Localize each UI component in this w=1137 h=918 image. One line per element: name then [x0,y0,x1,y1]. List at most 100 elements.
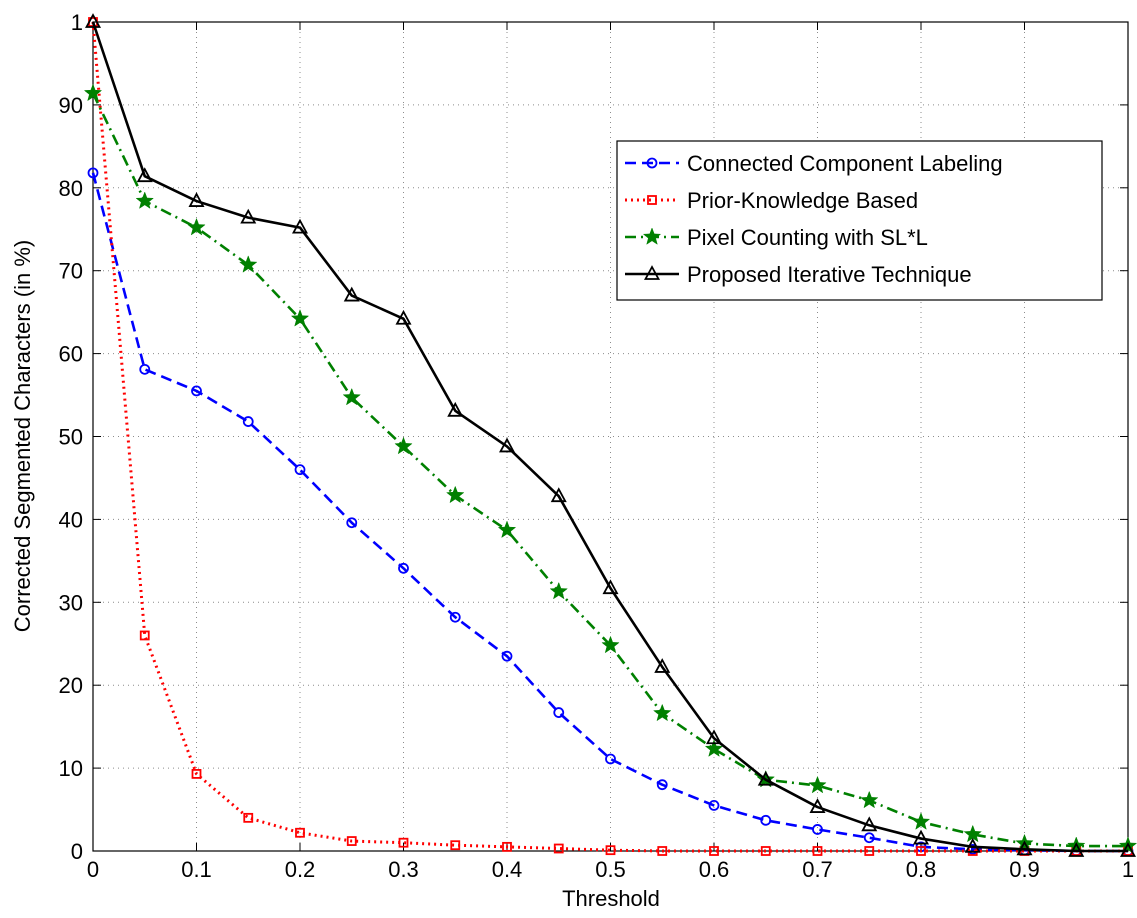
data-point-star [290,309,310,327]
data-point-circle [760,814,772,826]
y-tick-label: 20 [59,673,83,698]
data-point-star [446,485,465,504]
data-point-star [497,520,517,539]
data-point-star [808,775,827,794]
legend-label: Prior-Knowledge Based [687,188,918,213]
data-point-star [394,436,413,455]
y-tick-label: 80 [59,176,83,201]
data-point-square [191,769,202,779]
legend-label: Connected Component Labeling [687,151,1003,176]
data-point-circle [87,167,99,179]
x-tick-label: 0.7 [802,857,833,882]
data-point-star [860,790,879,809]
data-point-square [553,843,564,854]
data-point-square [295,827,305,838]
x-tick-label: 0.3 [388,857,419,882]
data-point-star [911,812,931,830]
legend-label: Proposed Iterative Technique [687,262,972,287]
y-tick-label: 30 [59,590,83,615]
data-point-square [502,841,512,852]
data-point-star [704,739,724,757]
legend-item: Prior-Knowledge Based [625,188,918,213]
data-point-star [83,83,103,102]
data-point-circle [708,800,720,811]
data-point-square [812,846,823,856]
series-line [91,92,1128,848]
data-point-square [605,845,616,856]
data-point-triangle [498,437,516,453]
data-point-triangle [602,579,619,595]
x-tick-label: 0.6 [699,857,730,882]
data-point-triangle [643,265,661,280]
data-point-square [139,630,150,641]
series-line [91,172,1128,853]
legend: Connected Component Labeling Prior-Knowle… [616,140,1103,301]
data-point-triangle [395,309,412,325]
data-point-circle [242,416,254,427]
data-point-triangle [550,487,567,503]
data-point-circle [398,562,409,574]
data-point-circle [863,832,875,844]
data-point-triangle [84,13,102,28]
data-point-square [760,846,771,856]
y-tick-label: 90 [59,93,83,118]
x-tick-label: 0.4 [492,857,523,882]
data-point-triangle [705,729,723,745]
data-point-star [239,255,258,273]
data-point-square [398,837,409,848]
y-tick-label: 60 [59,342,83,367]
legend-item: Connected Component Labeling [625,151,1003,176]
data-point-circle [656,779,668,791]
data-point-circle [449,611,461,623]
data-point-star [653,703,672,722]
data-point-circle [646,157,658,169]
data-point-circle [191,385,202,397]
y-tick-label: 50 [59,425,83,450]
data-point-square [657,846,668,856]
data-point-circle [605,753,616,765]
x-axis-title: Threshold [562,886,660,911]
y-tick-label: 10 [59,756,83,781]
x-tick-label: 1 [1122,857,1134,882]
data-point-star [135,191,154,209]
data-point-square [647,195,657,205]
data-point-star [601,635,620,654]
legend-item: Proposed Iterative Technique [625,262,972,287]
y-tick-label: 70 [59,259,83,284]
x-tick-label: 0.8 [906,857,937,882]
data-point-star [342,387,361,406]
data-point-triangle [1016,840,1033,856]
legend-label: Pixel Counting with SL*L [687,225,928,250]
data-point-square [346,836,357,846]
data-point-circle [501,650,513,662]
data-point-star [549,581,568,600]
legend-box [616,140,1103,301]
data-point-triangle [1119,842,1137,857]
data-point-triangle [240,208,257,224]
y-tick-label: 0 [71,839,83,864]
y-axis-title: Corrected Segmented Characters (in %) [10,240,35,633]
data-point-star [187,217,206,236]
data-point-triangle [757,770,774,786]
grid [93,22,1128,851]
data-point-triangle [447,401,464,417]
data-point-circle [812,824,823,835]
x-tick-label: 0.5 [595,857,626,882]
x-tick-label: 0.2 [285,857,316,882]
series-group [83,13,1137,857]
legend-item: Pixel Counting with SL*L [625,225,928,250]
data-point-triangle [912,829,930,845]
data-point-triangle [136,167,153,183]
data-point-star [642,227,662,245]
data-point-triangle [343,286,360,302]
series-4 [84,13,1137,857]
data-point-triangle [809,798,826,813]
axes: 0 0.1 0.2 0.3 0.4 0.5 0.6 0.7 0.8 0.9 101020304050… [59,10,1135,882]
x-tick-label: 0 [87,857,99,882]
data-point-circle [139,363,151,375]
data-point-square [450,840,461,851]
data-point-circle [553,707,565,718]
data-point-square [864,846,875,856]
series-line [91,21,1128,853]
